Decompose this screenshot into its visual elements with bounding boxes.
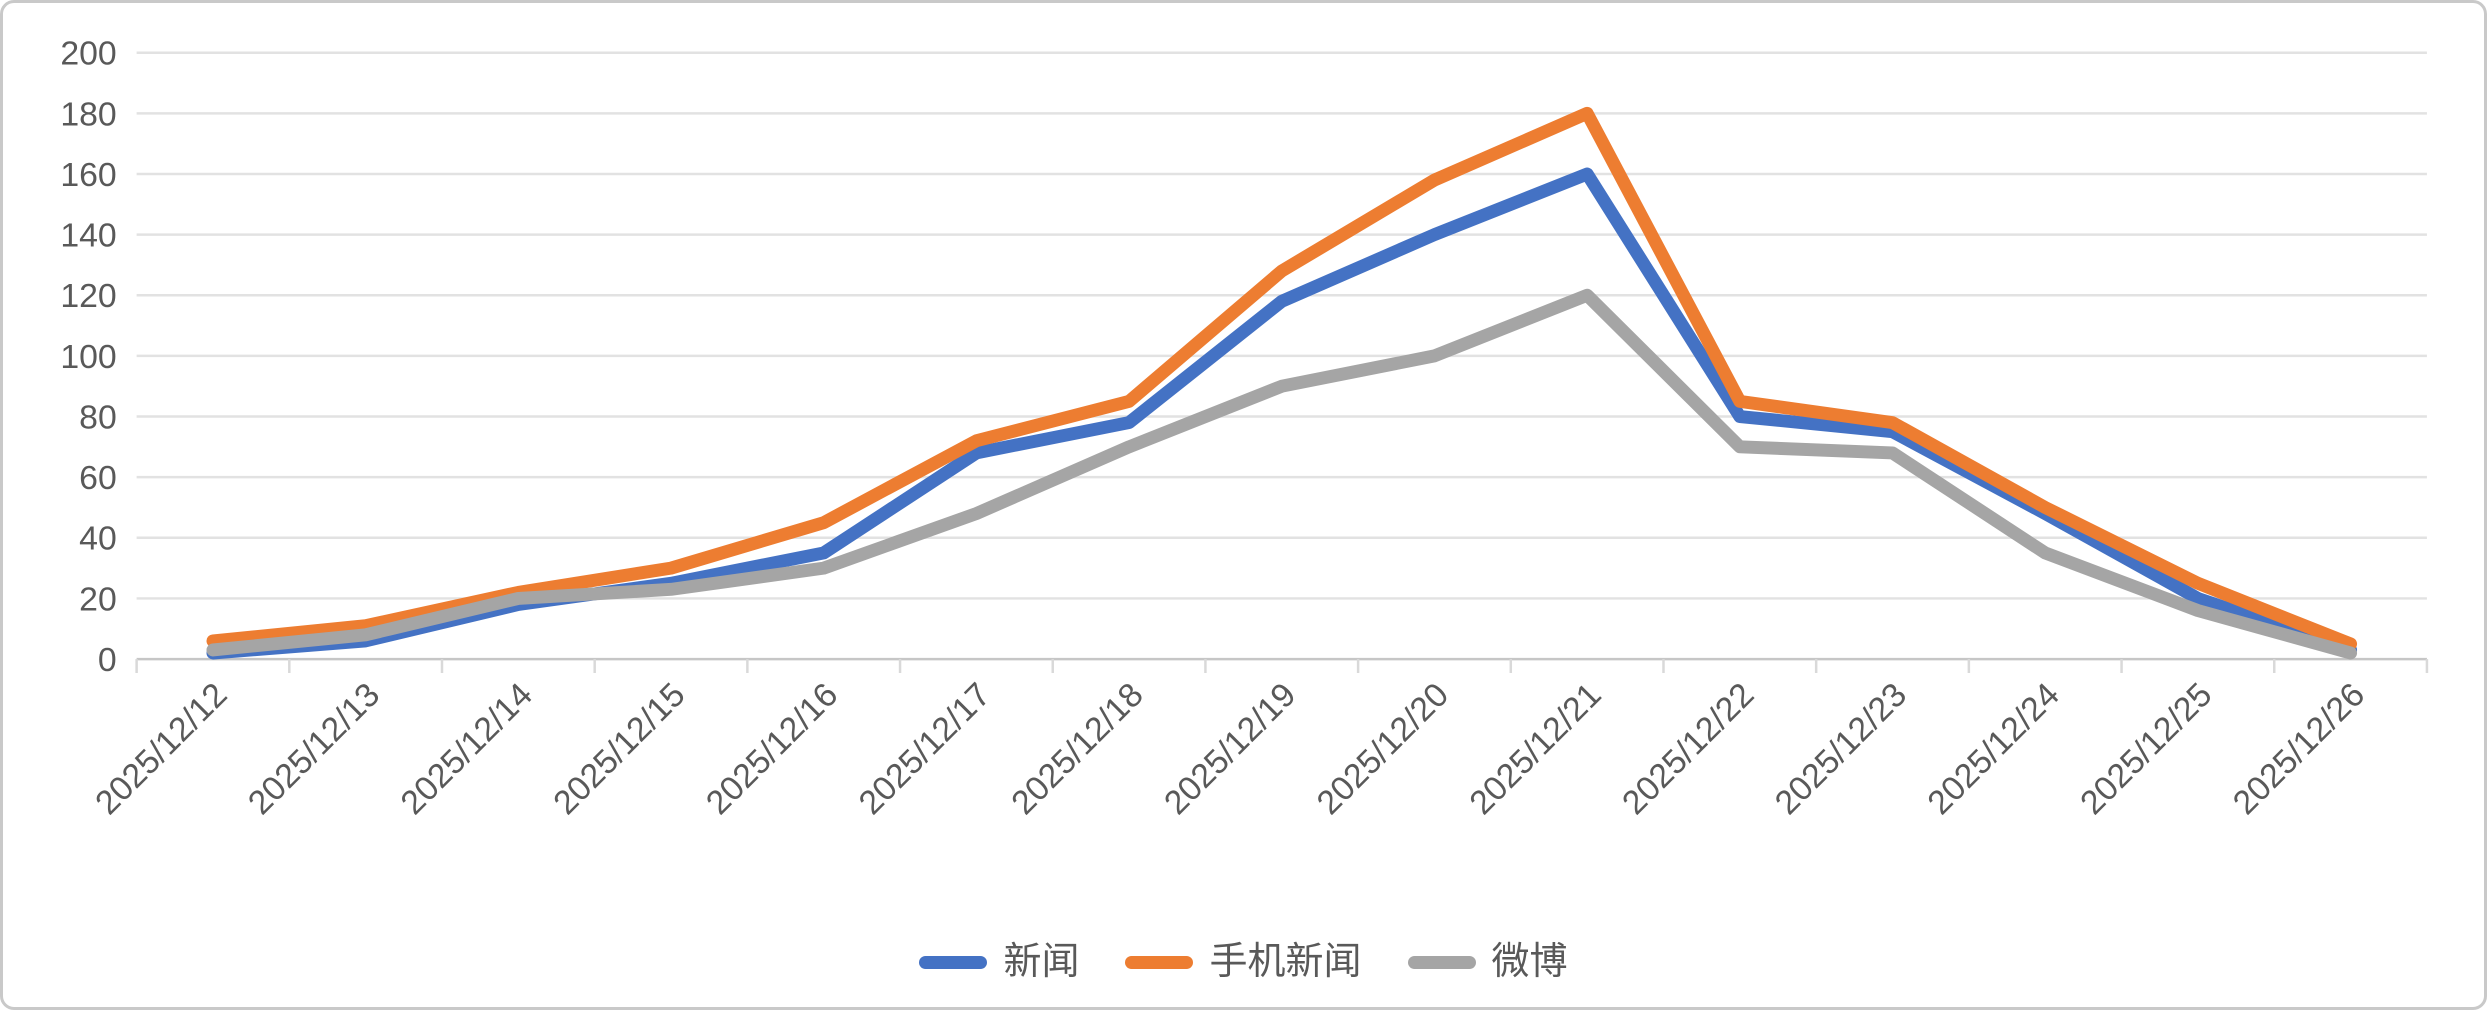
y-axis-label: 120 — [60, 277, 116, 315]
x-axis-label: 2025/12/17 — [852, 676, 998, 822]
x-axis-label: 2025/12/25 — [2073, 676, 2219, 822]
legend-marker-news — [919, 955, 988, 969]
x-axis-label: 2025/12/13 — [241, 676, 387, 822]
legend-item-weibo[interactable]: 微博 — [1407, 941, 1568, 983]
y-axis-label: 0 — [98, 641, 117, 679]
legend-label-weibo: 微博 — [1491, 941, 1568, 983]
series-line-mobile-news[interactable] — [206, 106, 2358, 651]
y-axis-label: 140 — [60, 217, 116, 255]
legend-marker-weibo — [1407, 955, 1476, 969]
x-axis-label: 2025/12/16 — [699, 676, 845, 822]
x-axis-label: 2025/12/15 — [546, 676, 692, 822]
series-line-weibo[interactable] — [206, 288, 2358, 660]
x-axis-label: 2025/12/22 — [1615, 676, 1761, 822]
x-axis-label: 2025/12/12 — [88, 676, 234, 822]
legend-item-news[interactable]: 新闻 — [919, 943, 1079, 981]
legend-label-news: 新闻 — [1003, 941, 1080, 983]
x-axis-label: 2025/12/23 — [1768, 676, 1914, 822]
legend-item-mobile-news[interactable]: 手机新闻 — [1125, 941, 1362, 983]
y-axis-label: 20 — [79, 580, 117, 618]
x-axis-label: 2025/12/21 — [1462, 676, 1608, 822]
series-line-news[interactable] — [206, 167, 2358, 660]
legend-label-mobile-news: 手机新闻 — [1209, 941, 1362, 983]
chart-legend: 新闻 手机新闻 微博 — [3, 943, 2484, 981]
x-axis-label: 2025/12/26 — [2226, 676, 2372, 822]
x-axis-label: 2025/12/19 — [1157, 676, 1303, 822]
x-axis-label: 2025/12/20 — [1310, 676, 1456, 822]
y-axis-label: 160 — [60, 156, 116, 194]
y-axis-label: 100 — [60, 338, 116, 376]
y-axis-label: 40 — [79, 520, 117, 558]
legend-marker-mobile-news — [1125, 955, 1194, 969]
y-axis-label: 80 — [79, 398, 117, 436]
x-axis-label: 2025/12/24 — [1920, 676, 2066, 822]
x-axis-label: 2025/12/14 — [393, 676, 539, 822]
y-axis-label: 200 — [60, 35, 116, 73]
x-axis-label: 2025/12/18 — [1004, 676, 1150, 822]
y-axis-label: 60 — [79, 459, 117, 497]
y-axis-label: 180 — [60, 95, 116, 133]
